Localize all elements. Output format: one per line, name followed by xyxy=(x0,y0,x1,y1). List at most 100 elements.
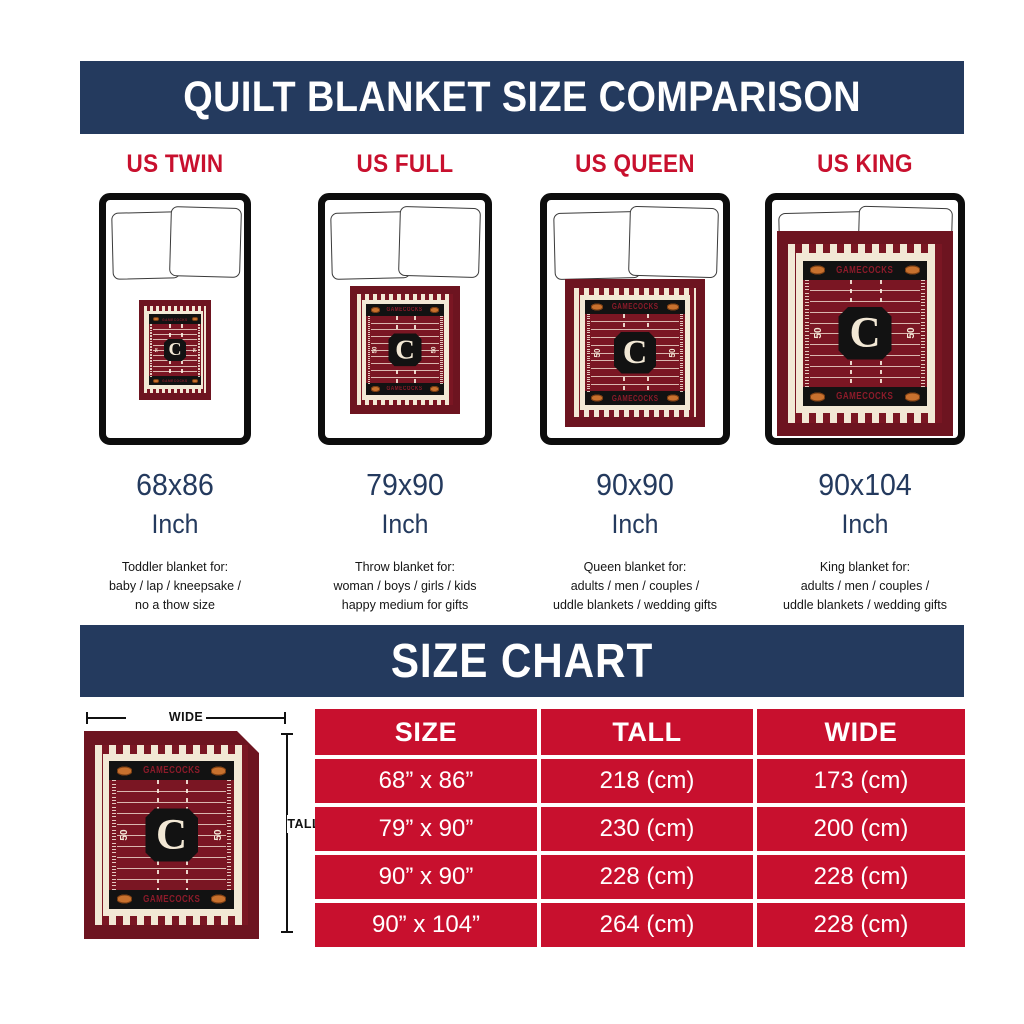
hash-mark xyxy=(198,329,200,331)
hash-mark xyxy=(111,822,116,824)
hash-mark xyxy=(921,311,925,313)
top-title-banner: QUILT BLANKET SIZE COMPARISON xyxy=(80,61,964,134)
endzone-bot: GAMECOCKS xyxy=(585,391,685,406)
hash-mark xyxy=(111,800,116,801)
hash-mark xyxy=(150,369,152,371)
blanket-diagram: GAMECOCKS GAMECOCKS 50 50 C xyxy=(84,731,259,939)
football-field: GAMECOCKS GAMECOCKS 50 50 C xyxy=(365,304,445,396)
hash-mark xyxy=(227,796,232,798)
hash-mark xyxy=(679,350,683,352)
hash-mark xyxy=(805,340,809,342)
hash-mark xyxy=(150,358,152,360)
description-queen: Queen blanket for: adults / men / couples… xyxy=(520,558,750,615)
gamecock-logo: C xyxy=(388,333,422,367)
hash-mark xyxy=(679,343,683,345)
hash-mark xyxy=(440,368,443,370)
hash-mark xyxy=(227,868,232,870)
hash-marks xyxy=(440,316,443,384)
hash-mark xyxy=(367,368,370,370)
hash-mark xyxy=(111,839,116,841)
bed-frame: GAMECOCKS GAMECOCKS 50 50 C xyxy=(99,193,251,445)
yard-line xyxy=(370,322,440,324)
pillow-right xyxy=(627,205,719,279)
hash-mark xyxy=(111,862,116,864)
hash-mark xyxy=(367,338,370,340)
hash-mark xyxy=(679,348,683,350)
description-line: uddle blankets / wedding gifts xyxy=(553,598,717,612)
hash-mark xyxy=(440,334,443,336)
hash-mark xyxy=(150,375,152,377)
blanket-king: GAMECOCKS GAMECOCKS 50 50 C xyxy=(777,230,953,436)
description-line: adults / men / couples / xyxy=(800,579,930,593)
description-full: Throw blanket for: woman / boys / girls /… xyxy=(290,558,520,615)
endzone-bot: GAMECOCKS xyxy=(365,383,445,396)
hash-mark xyxy=(440,340,443,342)
hash-mark xyxy=(587,390,591,392)
hash-mark xyxy=(440,380,443,382)
hash-mark xyxy=(805,298,809,300)
yard-line xyxy=(116,878,227,880)
yard-line xyxy=(591,383,679,385)
hash-mark xyxy=(679,381,683,383)
hash-mark xyxy=(921,279,925,281)
hash-mark xyxy=(679,329,683,331)
hash-mark xyxy=(198,372,200,374)
gamecock-logo: C xyxy=(164,338,186,361)
hash-mark xyxy=(198,348,200,350)
hash-mark xyxy=(150,348,152,350)
hash-mark xyxy=(921,382,925,384)
hash-mark xyxy=(679,315,683,317)
size-value-full: 79x90 xyxy=(366,467,444,502)
hash-mark xyxy=(367,320,370,322)
hash-mark xyxy=(587,376,591,378)
cell-wide: 173 (cm) xyxy=(757,759,965,803)
hash-mark xyxy=(679,313,683,315)
football-icon xyxy=(810,265,825,275)
hash-mark xyxy=(227,845,232,847)
hash-mark xyxy=(587,374,591,376)
endzone-text: GAMECOCKS xyxy=(142,893,201,905)
hash-mark xyxy=(367,378,370,380)
hash-mark xyxy=(805,363,809,365)
hash-mark xyxy=(921,347,925,349)
size-value-king: 90x104 xyxy=(818,467,912,502)
hash-mark xyxy=(679,346,683,348)
hash-mark xyxy=(227,855,232,857)
hash-mark xyxy=(679,353,683,355)
hash-mark xyxy=(679,318,683,320)
hash-mark xyxy=(111,826,116,828)
yard-line xyxy=(810,290,920,292)
endzone-top: GAMECOCKS xyxy=(585,299,685,314)
hash-mark xyxy=(367,364,370,366)
hash-mark xyxy=(805,334,809,336)
hash-mark xyxy=(227,822,232,824)
endzone-bot: GAMECOCKS xyxy=(802,387,928,407)
hash-mark xyxy=(227,783,232,785)
hash-mark xyxy=(111,809,116,811)
hash-mark xyxy=(679,322,683,324)
hash-mark xyxy=(198,339,200,341)
football-icon xyxy=(152,378,159,383)
hash-mark xyxy=(587,369,591,371)
hash-mark xyxy=(440,348,443,350)
endzone-bot: GAMECOCKS xyxy=(149,376,201,386)
hash-mark xyxy=(440,332,443,334)
football-icon xyxy=(591,394,604,402)
hash-mark xyxy=(198,361,200,363)
hash-mark xyxy=(198,328,200,330)
hash-mark xyxy=(440,342,443,344)
hash-mark xyxy=(367,318,370,320)
wide-label-backdrop xyxy=(126,709,206,725)
hash-mark xyxy=(150,341,152,342)
hash-mark xyxy=(111,878,116,880)
football-field: GAMECOCKS GAMECOCKS 50 50 C xyxy=(149,314,201,386)
hash-mark xyxy=(805,282,809,284)
hash-mark xyxy=(805,360,809,362)
hash-mark xyxy=(440,360,443,362)
cell-tall: 230 (cm) xyxy=(541,807,753,851)
cell-wide: 200 (cm) xyxy=(757,807,965,851)
column-header-twin: US TWIN xyxy=(126,150,224,178)
hash-mark xyxy=(150,363,152,365)
hash-mark xyxy=(367,332,370,334)
